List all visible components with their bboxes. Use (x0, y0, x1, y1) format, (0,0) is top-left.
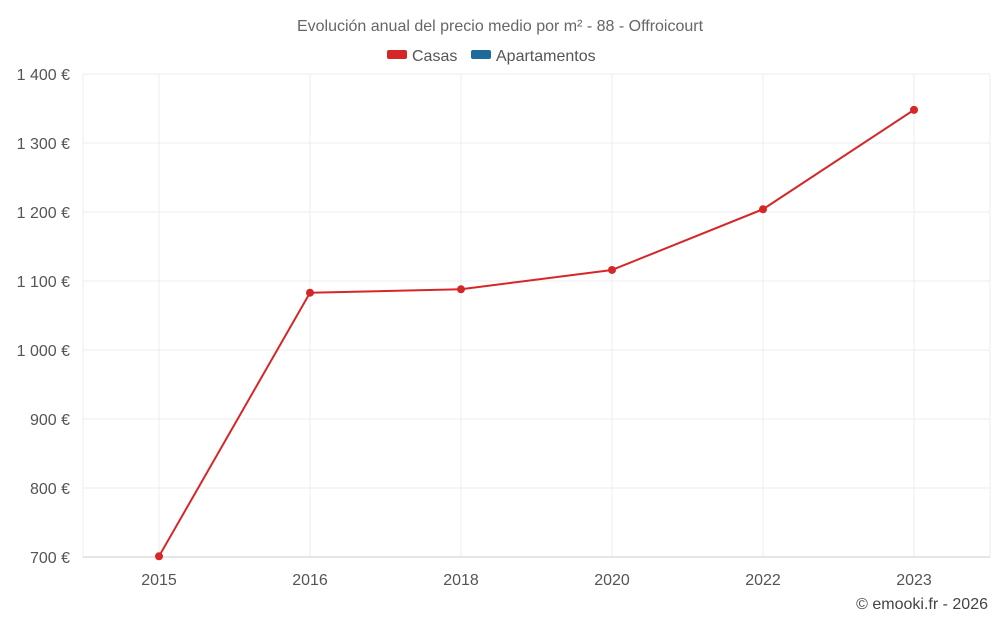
data-point[interactable] (759, 205, 767, 214)
y-tick-label: 900 € (30, 412, 70, 429)
data-point[interactable] (608, 265, 616, 274)
plot-area (155, 105, 918, 561)
y-tick-label: 800 € (30, 481, 70, 498)
y-tick-label: 700 € (30, 550, 70, 567)
legend-label-casas[interactable]: Casas (412, 48, 457, 65)
y-tick-label: 1 300 € (17, 136, 70, 153)
legend-swatch-casas[interactable] (387, 50, 407, 59)
x-tick-label: 2022 (745, 572, 781, 589)
x-tick-label: 2023 (896, 572, 932, 589)
data-point[interactable] (910, 105, 918, 114)
y-tick-label: 1 000 € (17, 343, 70, 360)
data-point[interactable] (457, 285, 465, 294)
grid (82, 73, 991, 557)
x-tick-label: 2018 (443, 572, 479, 589)
credit-text: © emooki.fr - 2026 (856, 596, 988, 613)
data-point[interactable] (155, 552, 163, 561)
y-tick-label: 1 200 € (17, 205, 70, 222)
x-tick-label: 2016 (292, 572, 328, 589)
y-tick-label: 1 400 € (17, 67, 70, 84)
legend-label-apartamentos[interactable]: Apartamentos (496, 48, 596, 65)
y-tick-label: 1 100 € (17, 274, 70, 291)
legend-swatch-apartamentos[interactable] (471, 50, 491, 59)
data-point[interactable] (306, 288, 314, 297)
series-line-casas[interactable] (158, 109, 915, 557)
axes: 700 € 800 € 900 € 1 000 € 1 100 € 1 200 € 1 30… (17, 67, 990, 589)
x-tick-label: 2015 (141, 572, 177, 589)
legend: Casas Apartamentos (387, 48, 596, 65)
chart-title: Evolución anual del precio medio por m² … (297, 18, 704, 35)
x-tick-label: 2020 (594, 572, 630, 589)
